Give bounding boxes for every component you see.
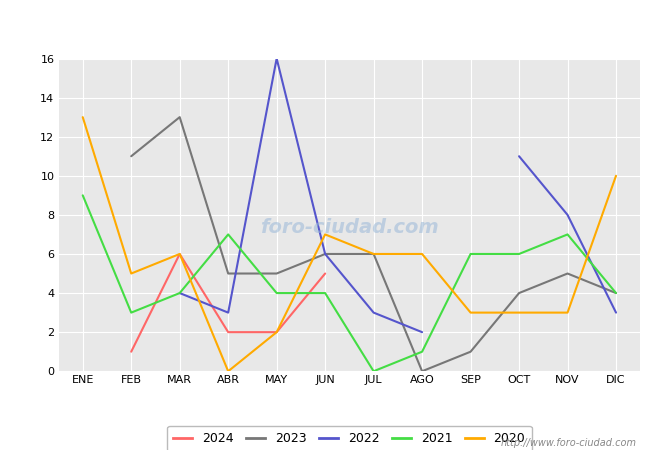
Text: foro-ciudad.com: foro-ciudad.com (260, 218, 439, 237)
Text: http://www.foro-ciudad.com: http://www.foro-ciudad.com (501, 438, 637, 448)
Text: Matriculaciones de Vehiculos en Santa Llogaia d'Àlguema: Matriculaciones de Vehiculos en Santa Ll… (105, 16, 545, 34)
Legend: 2024, 2023, 2022, 2021, 2020: 2024, 2023, 2022, 2021, 2020 (167, 426, 532, 450)
